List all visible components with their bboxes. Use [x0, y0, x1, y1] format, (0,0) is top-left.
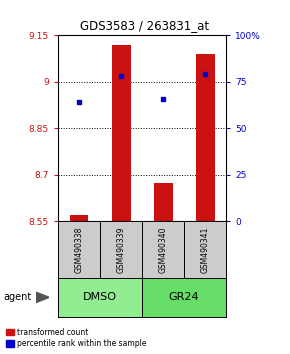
Text: DMSO: DMSO — [83, 292, 117, 302]
Text: GDS3583 / 263831_at: GDS3583 / 263831_at — [80, 19, 210, 33]
Text: GSM490338: GSM490338 — [75, 226, 84, 273]
Bar — [196, 54, 215, 221]
Bar — [70, 215, 88, 221]
Legend: transformed count, percentile rank within the sample: transformed count, percentile rank withi… — [3, 325, 149, 351]
Text: GSM490340: GSM490340 — [159, 226, 168, 273]
Text: GSM490339: GSM490339 — [117, 226, 126, 273]
Text: GR24: GR24 — [169, 292, 200, 302]
Bar — [112, 45, 130, 221]
Bar — [58, 278, 142, 317]
Bar — [154, 183, 173, 221]
Polygon shape — [36, 292, 49, 302]
Text: GSM490341: GSM490341 — [201, 226, 210, 273]
Text: agent: agent — [3, 292, 31, 302]
Bar — [142, 278, 226, 317]
